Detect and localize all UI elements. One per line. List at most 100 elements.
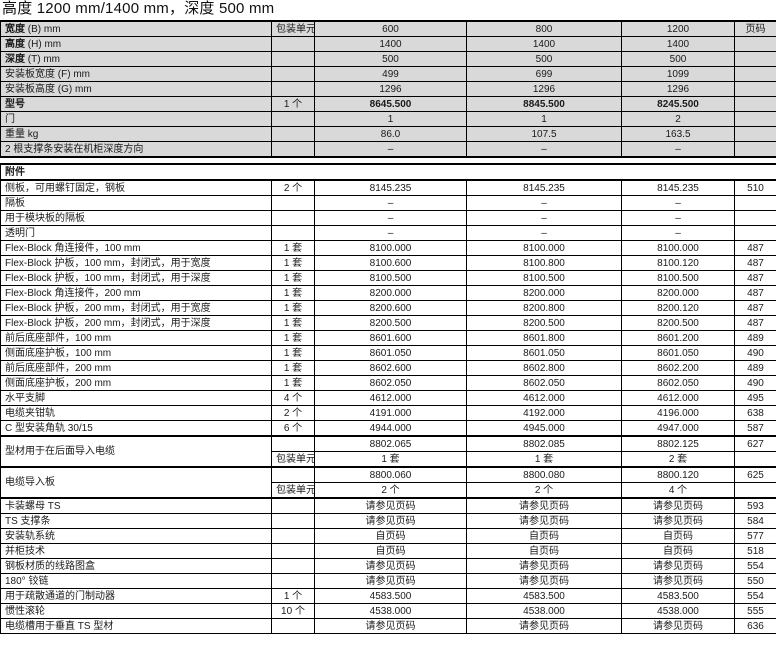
table-row: 型材用于在后面导入电缆 8802.065 8802.085 8802.125 627 <box>0 435 776 468</box>
value-cell-1200: 1099 <box>621 66 735 82</box>
spec-row-label: 安装板高度 (G) mm <box>0 81 272 97</box>
packaging-unit-cell <box>271 573 315 589</box>
value-cell-600: 8200.000 <box>314 285 467 301</box>
value-cell-600: 4944.000 <box>314 420 467 437</box>
page-number-cell <box>734 36 776 52</box>
table-row: 用于模块板的隔板 – – – <box>0 210 776 226</box>
value-cell-1200: 8245.500 <box>621 96 735 112</box>
value-cell-1200: 2 套 <box>621 451 735 468</box>
packaging-unit-cell: 1 套 <box>271 240 315 256</box>
section-gap <box>0 157 776 164</box>
value-cell-600: 8602.600 <box>314 360 467 376</box>
page-number-cell: 487 <box>734 255 776 271</box>
value-cell-600: 8802.065 <box>314 435 467 452</box>
value-cell-600: 86.0 <box>314 126 467 142</box>
page-number-cell <box>734 482 776 499</box>
spec-row-label: 安装板宽度 (F) mm <box>0 66 272 82</box>
packaging-unit-cell: 10 个 <box>271 603 315 619</box>
packaging-unit-cell <box>271 466 315 483</box>
accessory-label: C 型安装角轨 30/15 <box>0 420 272 437</box>
page-number-cell: 487 <box>734 285 776 301</box>
packaging-unit-cell: 2 个 <box>271 179 315 196</box>
table-row: 电缆导入板 8800.060 8800.080 8800.120 625 <box>0 466 776 499</box>
page-number-cell <box>734 51 776 67</box>
value-cell-800: – <box>466 210 622 226</box>
spec-label-strong: 高度 <box>5 38 25 50</box>
packaging-unit-cell <box>271 528 315 544</box>
table-row: C 型安装角轨 30/15 6 个 4944.000 4945.000 4947.000… <box>0 420 776 437</box>
value-cell-1200: 4196.000 <box>621 405 735 421</box>
packaging-unit-cell: 1 套 <box>271 300 315 316</box>
value-cell-800: 4945.000 <box>466 420 622 437</box>
accessory-label: 惯性滚轮 <box>0 603 272 619</box>
page-number-cell: 490 <box>734 345 776 361</box>
table-row: 侧面底座护板，100 mm 1 套 8601.050 8601.050 8601.050… <box>0 345 776 361</box>
value-cell-600: 8200.600 <box>314 300 467 316</box>
spec-label-text: (H) mm <box>25 38 62 50</box>
value-cell-1200: 自页码 <box>621 528 735 544</box>
spec-row-label: 深度 (T) mm <box>0 51 272 67</box>
packaging-unit-cell: 1 套 <box>271 360 315 376</box>
value-cell-600: 1296 <box>314 81 467 97</box>
packaging-unit-cell <box>271 66 315 82</box>
table-row: 隔板 – – – <box>0 195 776 211</box>
table-row: 180° 铰链 请参见页码 请参见页码 请参见页码 550 <box>0 573 776 589</box>
value-cell-1200: 8601.050 <box>621 345 735 361</box>
page-number-cell <box>734 81 776 97</box>
packaging-unit-cell: 1 套 <box>271 345 315 361</box>
packaging-unit-cell <box>271 126 315 142</box>
packaging-unit-cell <box>271 225 315 241</box>
packaging-unit-cell: 包装单元 <box>271 451 315 468</box>
value-cell-800: 500 <box>466 51 622 67</box>
value-cell-1200: 1296 <box>621 81 735 97</box>
value-cell-1200: 8200.120 <box>621 300 735 316</box>
value-cell-800: 自页码 <box>466 543 622 559</box>
packaging-unit-cell: 6 个 <box>271 420 315 437</box>
table-row: 侧板，可用螺钉固定，钢板 2 个 8145.235 8145.235 8145.235 5… <box>0 179 776 196</box>
value-cell-1200: 8602.200 <box>621 360 735 376</box>
packaging-unit-cell: 4 个 <box>271 390 315 406</box>
table-row: 重量 kg 86.0 107.5 163.5 <box>0 126 776 142</box>
value-cell-1200: 自页码 <box>621 543 735 559</box>
value-cell-600: – <box>314 195 467 211</box>
accessory-label: Flex-Block 护板，200 mm，封闭式，用于宽度 <box>0 300 272 316</box>
page-number-cell <box>734 66 776 82</box>
accessory-label: 用于模块板的隔板 <box>0 210 272 226</box>
spec-row-label: 高度 (H) mm <box>0 36 272 52</box>
accessory-label: 电缆槽用于垂直 TS 型材 <box>0 618 272 634</box>
value-cell-600: 2 个 <box>314 482 467 499</box>
value-cell-1200: 4947.000 <box>621 420 735 437</box>
table-row: 用于疏散通道的门制动器 1 个 4583.500 4583.500 4583.500 55… <box>0 588 776 604</box>
value-cell-1200: 8601.200 <box>621 330 735 346</box>
page-number-cell: 489 <box>734 360 776 376</box>
table-row: Flex-Block 护板，200 mm，封闭式，用于宽度 1 套 8200.600… <box>0 300 776 316</box>
value-cell-800: 2 个 <box>466 482 622 499</box>
value-cell-800: 请参见页码 <box>466 618 622 634</box>
value-cell-800: 8602.800 <box>466 360 622 376</box>
page-number-cell <box>734 210 776 226</box>
accessory-label: 型材用于在后面导入电缆 <box>0 435 272 468</box>
page-number-cell: 627 <box>734 435 776 452</box>
table-row: Flex-Block 护板，200 mm，封闭式，用于深度 1 套 8200.500… <box>0 315 776 331</box>
page-number-cell: 554 <box>734 558 776 574</box>
accessory-label: Flex-Block 角连接件，100 mm <box>0 240 272 256</box>
value-cell-800: 8200.500 <box>466 315 622 331</box>
value-cell-1200: 8145.235 <box>621 179 735 196</box>
spec-row-label: 型号 <box>0 96 272 112</box>
value-cell-1200: 8200.500 <box>621 315 735 331</box>
accessory-label: Flex-Block 护板，100 mm，封闭式，用于宽度 <box>0 255 272 271</box>
value-cell-1200: 请参见页码 <box>621 573 735 589</box>
value-cell-600: 8100.500 <box>314 270 467 286</box>
value-cell-600: 8800.060 <box>314 466 467 483</box>
value-cell-800: 8100.500 <box>466 270 622 286</box>
table-row: 高度 (H) mm 1400 1400 1400 <box>0 36 776 52</box>
page-number-cell <box>734 195 776 211</box>
value-cell-800: 4612.000 <box>466 390 622 406</box>
page-number-cell: 489 <box>734 330 776 346</box>
value-cell-800: 1400 <box>466 36 622 52</box>
value-cell-1200: 1400 <box>621 36 735 52</box>
value-cell-600: 1400 <box>314 36 467 52</box>
spec-label-text: 门 <box>5 113 15 125</box>
page-number-cell: 577 <box>734 528 776 544</box>
value-cell-800: 107.5 <box>466 126 622 142</box>
